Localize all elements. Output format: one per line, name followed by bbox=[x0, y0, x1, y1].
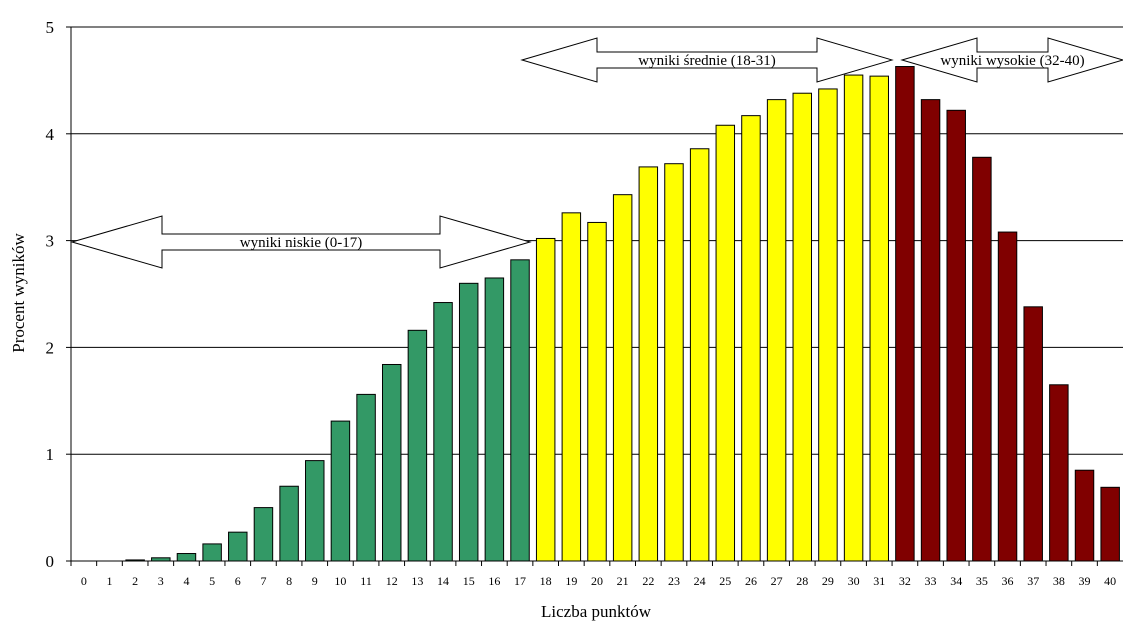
x-tick-label: 0 bbox=[81, 574, 87, 588]
axes bbox=[66, 26, 1123, 566]
bar-19 bbox=[561, 212, 582, 562]
bar-6 bbox=[228, 531, 248, 562]
x-tick-label: 8 bbox=[286, 574, 292, 588]
bar-29 bbox=[818, 88, 838, 562]
y-tick-label: 1 bbox=[46, 445, 55, 464]
x-tick-label: 23 bbox=[668, 574, 680, 588]
x-tick-label: 34 bbox=[950, 574, 962, 588]
x-tick-label: 39 bbox=[1079, 574, 1091, 588]
bar-28 bbox=[792, 92, 813, 562]
x-tick-label: 7 bbox=[260, 574, 266, 588]
bar-4 bbox=[176, 553, 197, 562]
bars bbox=[125, 66, 1120, 562]
y-tick-label: 5 bbox=[46, 18, 55, 37]
x-tick-label: 20 bbox=[591, 574, 603, 588]
x-tick-label: 5 bbox=[209, 574, 215, 588]
y-tick-label: 2 bbox=[46, 338, 55, 357]
bar-38 bbox=[1049, 384, 1069, 562]
x-tick-label: 33 bbox=[925, 574, 937, 588]
range-arrow bbox=[900, 37, 1123, 83]
bar-34 bbox=[946, 109, 966, 562]
x-tick-label: 9 bbox=[312, 574, 318, 588]
bar-33 bbox=[920, 99, 941, 562]
x-tick-label: 40 bbox=[1104, 574, 1116, 588]
x-tick-label: 1 bbox=[106, 574, 112, 588]
bar-31 bbox=[869, 75, 889, 562]
bar-5 bbox=[202, 543, 222, 562]
bar-26 bbox=[741, 115, 761, 562]
x-tick-label: 29 bbox=[822, 574, 834, 588]
x-tick-label: 6 bbox=[235, 574, 241, 588]
x-tick-label: 10 bbox=[334, 574, 346, 588]
bar-25 bbox=[715, 124, 736, 562]
x-tick-label: 19 bbox=[565, 574, 577, 588]
bar-11 bbox=[356, 393, 376, 562]
bar-17 bbox=[510, 259, 530, 562]
bar-35 bbox=[972, 156, 992, 562]
bar-27 bbox=[766, 99, 787, 562]
x-tick-label: 4 bbox=[183, 574, 189, 588]
bar-32 bbox=[895, 66, 915, 562]
x-tick-label: 31 bbox=[873, 574, 885, 588]
bar-24 bbox=[689, 148, 710, 562]
bar-39 bbox=[1074, 469, 1095, 562]
x-tick-label: 17 bbox=[514, 574, 526, 588]
y-axis-title: Procent wyników bbox=[9, 233, 28, 353]
x-tick-label: 22 bbox=[642, 574, 654, 588]
x-tick-label: 12 bbox=[386, 574, 398, 588]
bar-7 bbox=[253, 507, 274, 562]
x-tick-label: 35 bbox=[976, 574, 988, 588]
x-tick-labels: 0 1 2 3 4 5 6 7 8 9 10 11 12 13 14 15 16 17 18 19 20 21 22 23 24… bbox=[81, 574, 1116, 588]
bar-37 bbox=[1023, 306, 1043, 562]
x-tick-label: 16 bbox=[488, 574, 500, 588]
x-tick-label: 2 bbox=[132, 574, 138, 588]
x-axis-title: Liczba punktów bbox=[541, 602, 652, 621]
bar-18 bbox=[535, 237, 556, 562]
bar-16 bbox=[484, 277, 505, 562]
bar-14 bbox=[433, 302, 453, 562]
range-arrow bbox=[70, 215, 532, 269]
x-tick-label: 36 bbox=[1002, 574, 1014, 588]
bar-30 bbox=[843, 74, 864, 562]
bar-21 bbox=[612, 194, 633, 562]
x-tick-label: 11 bbox=[360, 574, 372, 588]
bar-23 bbox=[664, 163, 684, 562]
y-tick-label: 3 bbox=[46, 232, 55, 251]
x-tick-label: 13 bbox=[411, 574, 423, 588]
range-annotations: wyniki niskie (0-17) wyniki średnie (18-3… bbox=[70, 37, 1123, 269]
x-tick-label: 32 bbox=[899, 574, 911, 588]
bar-22 bbox=[638, 166, 659, 562]
x-tick-label: 25 bbox=[719, 574, 731, 588]
range-label: wyniki niskie (0-17) bbox=[240, 235, 362, 251]
x-tick-label: 26 bbox=[745, 574, 757, 588]
range-label: wyniki średnie (18-31) bbox=[638, 53, 775, 69]
x-tick-label: 30 bbox=[848, 574, 860, 588]
x-tick-label: 21 bbox=[617, 574, 629, 588]
x-tick-label: 14 bbox=[437, 574, 449, 588]
x-tick-label: 38 bbox=[1053, 574, 1065, 588]
y-tick-label: 0 bbox=[46, 552, 55, 571]
x-tick-label: 27 bbox=[771, 574, 783, 588]
bar-10 bbox=[330, 420, 351, 562]
y-tick-labels: 0 1 2 3 4 5 bbox=[46, 18, 55, 571]
x-tick-label: 37 bbox=[1027, 574, 1039, 588]
y-tick-label: 4 bbox=[46, 125, 55, 144]
bar-36 bbox=[997, 231, 1018, 562]
bar-9 bbox=[305, 460, 325, 562]
bar-20 bbox=[587, 221, 607, 562]
bar-8 bbox=[279, 485, 299, 562]
x-tick-label: 28 bbox=[796, 574, 808, 588]
bar-40 bbox=[1100, 486, 1120, 562]
x-tick-label: 24 bbox=[694, 574, 706, 588]
bar-15 bbox=[458, 282, 479, 562]
x-tick-label: 3 bbox=[158, 574, 164, 588]
range-label: wyniki wysokie (32-40) bbox=[940, 53, 1084, 69]
x-tick-label: 18 bbox=[540, 574, 552, 588]
bar-13 bbox=[407, 329, 428, 562]
range-arrow bbox=[520, 37, 894, 83]
x-tick-label: 15 bbox=[463, 574, 475, 588]
bar-12 bbox=[381, 363, 402, 562]
